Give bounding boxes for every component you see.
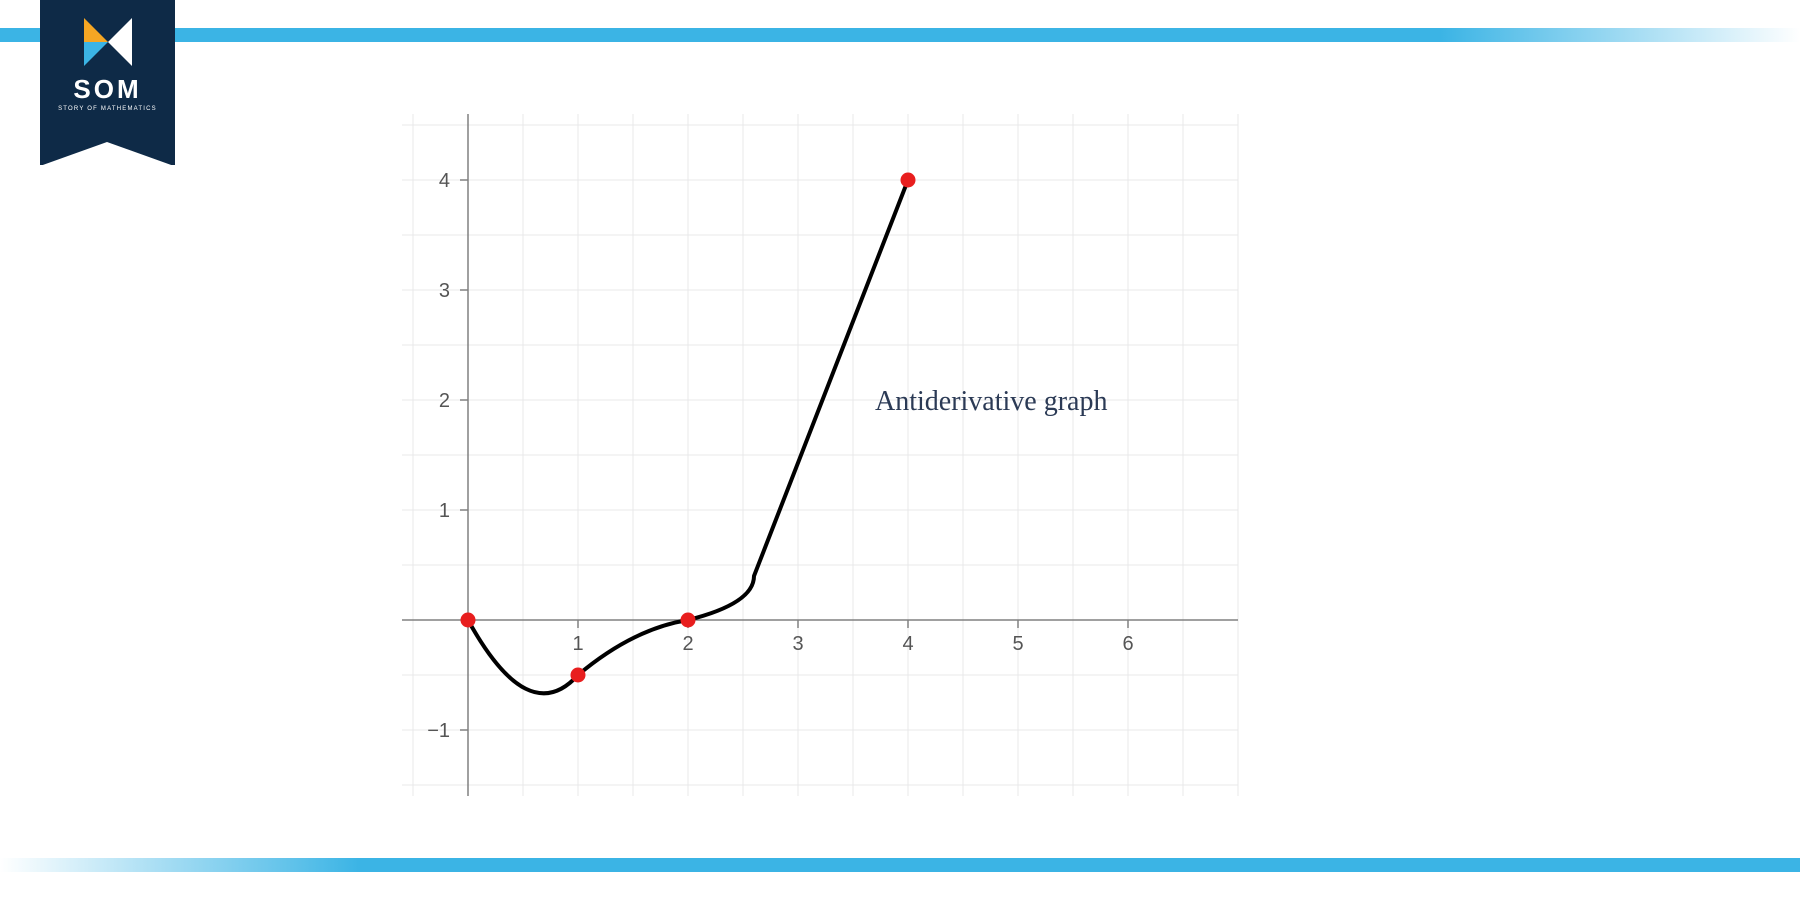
data-point <box>681 613 696 628</box>
x-tick-label: 4 <box>902 633 913 655</box>
x-tick-label: 2 <box>682 633 693 655</box>
y-tick-label: 2 <box>439 390 450 412</box>
bottom-accent-bar <box>0 858 1800 872</box>
x-tick-label: 5 <box>1012 633 1023 655</box>
y-tick-label: 3 <box>439 280 450 302</box>
bottom-bar-fade <box>0 858 360 872</box>
data-point <box>571 668 586 683</box>
x-tick-label: 1 <box>572 633 583 655</box>
top-accent-bar <box>0 28 1800 42</box>
brand-tagline: STORY OF MATHEMATICS <box>58 106 157 112</box>
x-tick-label: 6 <box>1122 633 1133 655</box>
logo-tri-tl <box>84 18 108 42</box>
brand-name: SOM <box>73 76 141 102</box>
y-tick-label: −1 <box>427 720 450 742</box>
logo-tri-br <box>108 42 132 66</box>
chart-annotation: Antiderivative graph <box>875 386 1107 417</box>
x-tick-label: 3 <box>792 633 803 655</box>
brand-logo-icon <box>84 18 132 66</box>
data-point <box>461 613 476 628</box>
y-tick-label: 1 <box>439 500 450 522</box>
y-tick-label: 4 <box>439 170 450 192</box>
logo-tri-tr <box>108 18 132 42</box>
antiderivative-chart: 1 2 3 4 5 6 −1 1 2 3 4 Antiderivative graph <box>380 60 1250 860</box>
logo-tri-bl <box>84 42 108 66</box>
brand-badge: SOM STORY OF MATHEMATICS <box>40 0 175 165</box>
top-bar-fade <box>1440 28 1800 42</box>
chart-container: 1 2 3 4 5 6 −1 1 2 3 4 Antiderivative graph <box>380 60 1250 860</box>
data-point <box>901 173 916 188</box>
